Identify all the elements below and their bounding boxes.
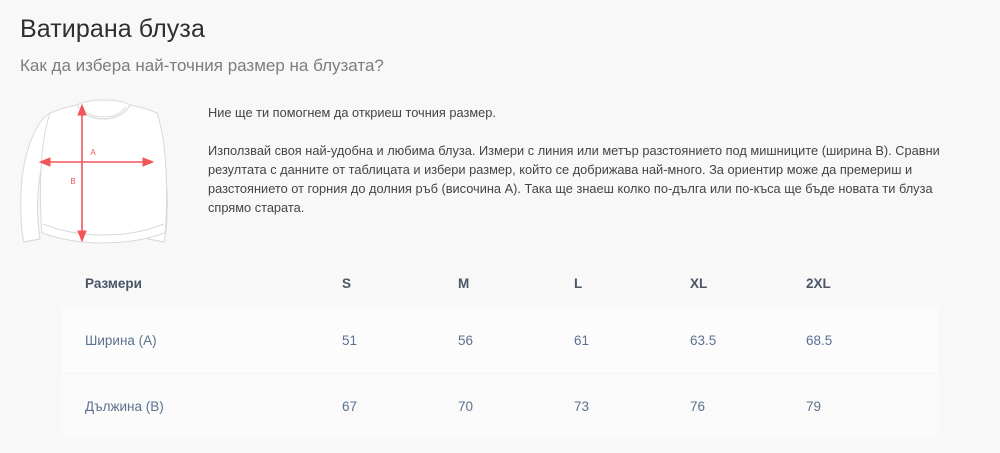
column-header-l: L (574, 258, 690, 308)
cell-length-m: 70 (458, 372, 574, 438)
page-subtitle: Как да избера най-точния размер на блуза… (20, 56, 384, 75)
table-row: Ширина (A) 51 56 61 63.5 68.5 (62, 308, 938, 373)
length-arrow-label: B (70, 177, 75, 186)
sweatshirt-illustration: A B (14, 92, 194, 252)
cell-width-m: 56 (458, 308, 574, 373)
sweatshirt-diagram-icon: A B (20, 99, 168, 244)
size-chart-table: Размери S M L XL 2XL Ширина (A) 51 56 61… (62, 258, 938, 438)
width-arrow-label: A (90, 148, 96, 157)
instructions: Ние ще ти помогнем да откриеш точния раз… (208, 103, 968, 217)
column-header-s: S (342, 258, 458, 308)
cell-width-2xl: 68.5 (806, 308, 938, 373)
cell-width-xl: 63.5 (690, 308, 806, 373)
page-header: Ватирана блуза Как да избера най-точния … (20, 14, 960, 76)
column-header-2xl: 2XL (806, 258, 938, 308)
cell-length-s: 67 (342, 372, 458, 438)
cell-length-xl: 76 (690, 372, 806, 438)
page-title: Ватирана блуза (20, 15, 205, 43)
row-label-length: Дължина (B) (62, 372, 342, 438)
column-header-sizes: Размери (62, 258, 342, 308)
cell-width-l: 61 (574, 308, 690, 373)
cell-length-l: 73 (574, 372, 690, 438)
length-arrow-b (77, 103, 87, 243)
width-arrow-a (38, 157, 155, 167)
cell-length-2xl: 79 (806, 372, 938, 438)
cell-width-s: 51 (342, 308, 458, 373)
table-row: Дължина (B) 67 70 73 76 79 (62, 372, 938, 438)
table-header-row: Размери S M L XL 2XL (62, 258, 938, 308)
column-header-xl: XL (690, 258, 806, 308)
instructions-lead: Ние ще ти помогнем да откриеш точния раз… (208, 105, 496, 120)
column-header-m: M (458, 258, 574, 308)
instructions-body: Използвай своя най-удобна и любима блуза… (208, 143, 940, 215)
row-label-width: Ширина (A) (62, 308, 342, 373)
